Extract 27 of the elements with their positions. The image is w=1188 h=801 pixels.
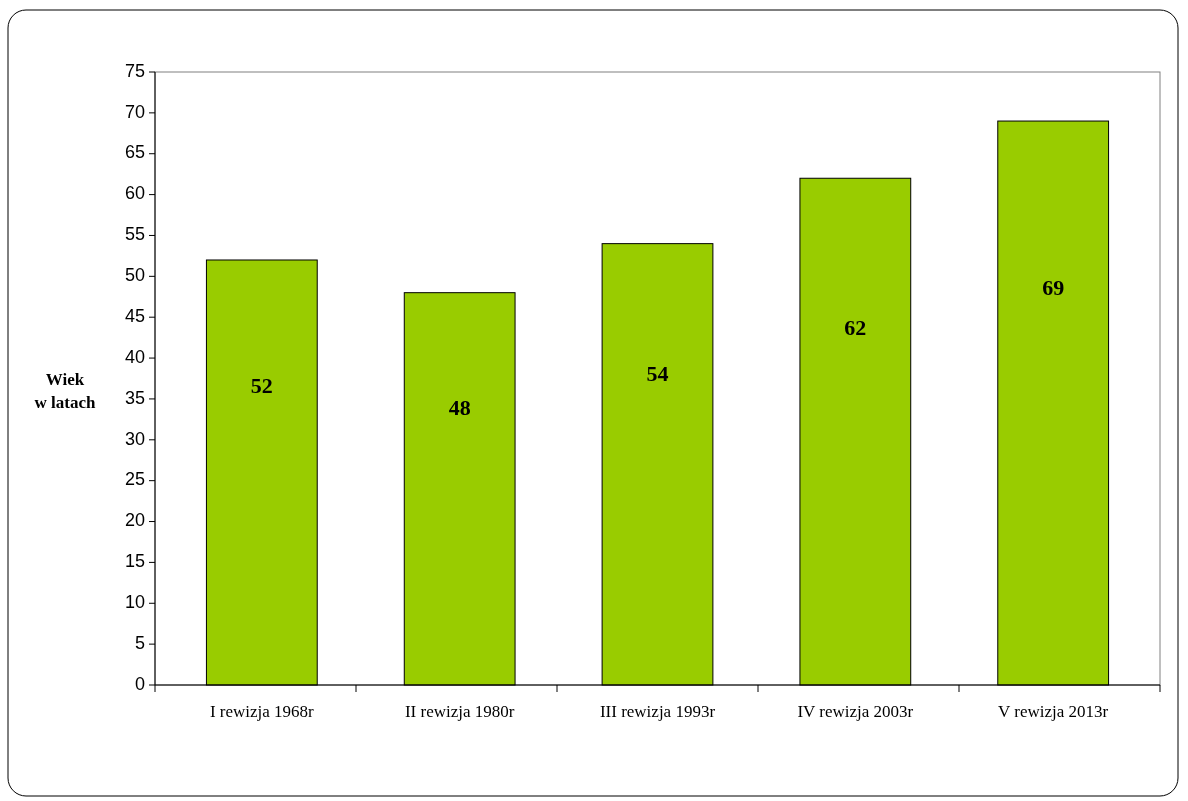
y-tick-label: 75 [124,60,145,81]
y-tick-label: 45 [124,305,145,326]
data-label: 62 [844,315,867,341]
y-tick-label: 70 [124,101,145,122]
x-tick-label: IV rewizja 2003r [797,701,914,721]
y-tick-label: 40 [124,346,145,367]
y-tick-label: 15 [124,551,145,572]
x-tick-label: III rewizja 1993r [599,701,716,721]
y-tick-label: 0 [134,673,145,694]
y-tick-label: 60 [124,183,145,204]
data-label: 69 [1042,275,1065,301]
x-tick-label: I rewizja 1968r [209,701,315,721]
y-tick-label: 35 [124,387,145,408]
data-label: 48 [448,395,471,421]
y-tick-label: 55 [124,224,145,245]
y-tick-label: 65 [124,142,145,163]
data-label: 52 [250,372,273,398]
data-label: 54 [646,361,669,387]
y-tick-label: 20 [124,510,145,531]
y-axis-title: Wiek w latach [34,370,96,412]
y-tick-label: 25 [124,469,145,490]
y-tick-label: 30 [124,428,145,449]
y-tick-label: 10 [124,592,145,613]
x-tick-label: II rewizja 1980r [404,701,515,721]
y-tick-label: 5 [134,632,145,653]
y-tick-label: 50 [124,265,145,286]
x-tick-label: V rewizja 2013r [998,701,1109,721]
